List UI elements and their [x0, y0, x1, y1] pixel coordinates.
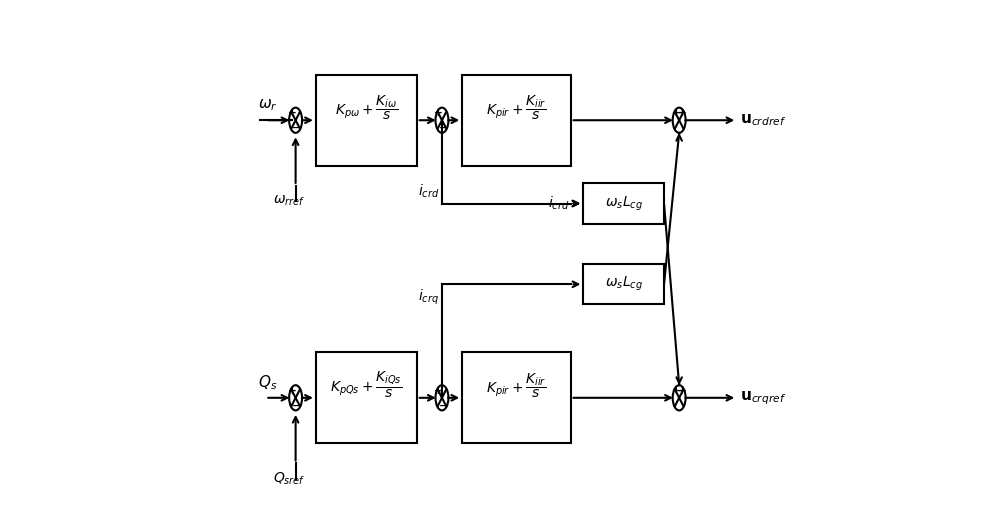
FancyBboxPatch shape	[583, 183, 664, 224]
Text: −: −	[292, 123, 301, 133]
FancyBboxPatch shape	[316, 352, 417, 443]
Text: $i_{crq}$: $i_{crq}$	[418, 287, 439, 307]
Text: +: +	[434, 386, 443, 396]
FancyBboxPatch shape	[462, 352, 571, 443]
Text: −: −	[439, 123, 447, 133]
Text: $\omega_{rref}$: $\omega_{rref}$	[273, 194, 306, 208]
Text: $\mathbf{u}_{crdref}$: $\mathbf{u}_{crdref}$	[740, 112, 786, 128]
Text: +: +	[672, 108, 680, 119]
Text: +: +	[288, 386, 297, 396]
Text: $K_{pQs}+\dfrac{K_{iQs}}{s}$: $K_{pQs}+\dfrac{K_{iQs}}{s}$	[330, 370, 402, 400]
Text: +: +	[672, 386, 680, 396]
Text: $K_{p\omega}+\dfrac{K_{i\omega}}{s}$: $K_{p\omega}+\dfrac{K_{i\omega}}{s}$	[335, 93, 398, 122]
Text: −: −	[292, 401, 301, 410]
Text: $i_{crd}$: $i_{crd}$	[418, 182, 439, 200]
Text: +: +	[434, 108, 443, 119]
Text: $\omega_s L_{cg}$: $\omega_s L_{cg}$	[605, 194, 643, 213]
FancyBboxPatch shape	[583, 264, 664, 304]
Text: $\mathbf{u}_{crqref}$: $\mathbf{u}_{crqref}$	[740, 389, 786, 407]
Text: $K_{pir}+\dfrac{K_{iir}}{s}$: $K_{pir}+\dfrac{K_{iir}}{s}$	[486, 371, 547, 400]
FancyBboxPatch shape	[462, 75, 571, 166]
Text: $i_{crd}$: $i_{crd}$	[548, 195, 569, 212]
Text: $Q_{sref}$: $Q_{sref}$	[273, 470, 306, 487]
FancyBboxPatch shape	[316, 75, 417, 166]
Text: +: +	[678, 108, 687, 119]
Text: +: +	[288, 108, 297, 119]
Text: $\omega_r$: $\omega_r$	[258, 97, 277, 113]
Text: +: +	[678, 386, 687, 396]
Text: $Q_s$: $Q_s$	[258, 373, 277, 392]
Text: $\omega_s L_{cg}$: $\omega_s L_{cg}$	[605, 275, 643, 293]
Text: −: −	[439, 401, 447, 410]
Text: $K_{pir}+\dfrac{K_{iir}}{s}$: $K_{pir}+\dfrac{K_{iir}}{s}$	[486, 93, 547, 122]
